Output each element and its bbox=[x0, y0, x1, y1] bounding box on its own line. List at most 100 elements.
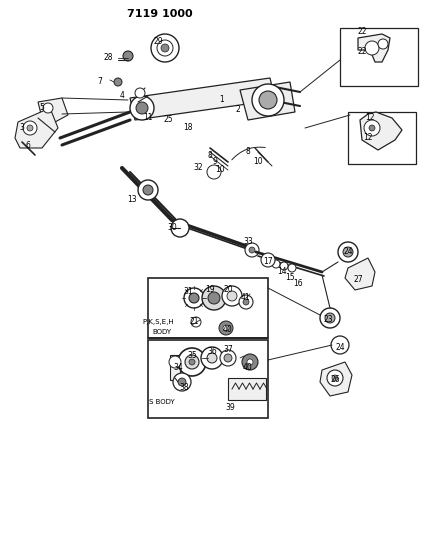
Circle shape bbox=[123, 51, 133, 61]
Circle shape bbox=[364, 120, 380, 136]
Circle shape bbox=[224, 354, 232, 362]
Circle shape bbox=[178, 348, 206, 376]
Circle shape bbox=[135, 88, 145, 98]
Circle shape bbox=[343, 247, 353, 257]
Text: 19: 19 bbox=[205, 286, 215, 295]
Circle shape bbox=[207, 165, 221, 179]
Text: 2: 2 bbox=[236, 106, 241, 115]
Bar bbox=[348, 112, 416, 164]
Text: 14: 14 bbox=[277, 268, 287, 277]
Polygon shape bbox=[345, 258, 375, 290]
Circle shape bbox=[245, 243, 259, 257]
Text: 7119 1000: 7119 1000 bbox=[127, 9, 193, 19]
Text: 12: 12 bbox=[363, 133, 373, 142]
Text: 20: 20 bbox=[223, 286, 233, 295]
Circle shape bbox=[130, 96, 154, 120]
Polygon shape bbox=[15, 108, 58, 148]
Circle shape bbox=[252, 84, 284, 116]
Circle shape bbox=[191, 317, 201, 327]
Polygon shape bbox=[360, 112, 402, 150]
Text: 40: 40 bbox=[243, 364, 253, 373]
Text: P,K,S,E,H: P,K,S,E,H bbox=[142, 319, 174, 325]
Text: 4: 4 bbox=[119, 91, 125, 100]
Polygon shape bbox=[320, 362, 352, 396]
Text: 22: 22 bbox=[357, 47, 367, 56]
Text: 35: 35 bbox=[187, 351, 197, 359]
Text: 15: 15 bbox=[285, 273, 295, 282]
Text: 38: 38 bbox=[179, 384, 189, 392]
Circle shape bbox=[220, 350, 236, 366]
Text: 7: 7 bbox=[98, 77, 102, 86]
Text: 28: 28 bbox=[103, 53, 113, 62]
Circle shape bbox=[151, 34, 179, 62]
Circle shape bbox=[288, 264, 296, 272]
Text: 10: 10 bbox=[253, 157, 263, 166]
Text: 3: 3 bbox=[20, 124, 24, 133]
Text: 25: 25 bbox=[163, 116, 173, 125]
Text: 8: 8 bbox=[208, 150, 212, 159]
Circle shape bbox=[261, 253, 275, 267]
Text: 17: 17 bbox=[263, 257, 273, 266]
Text: BODY: BODY bbox=[152, 329, 172, 335]
Circle shape bbox=[239, 295, 253, 309]
Circle shape bbox=[369, 125, 375, 131]
Circle shape bbox=[43, 103, 53, 113]
Text: 1: 1 bbox=[220, 95, 224, 104]
Text: 5: 5 bbox=[39, 103, 45, 112]
Polygon shape bbox=[38, 98, 68, 122]
Text: 16: 16 bbox=[293, 279, 303, 288]
Circle shape bbox=[227, 291, 237, 301]
Circle shape bbox=[320, 308, 340, 328]
Circle shape bbox=[247, 359, 253, 365]
Text: 39: 39 bbox=[225, 403, 235, 413]
Text: 18: 18 bbox=[183, 124, 193, 133]
Polygon shape bbox=[240, 82, 295, 120]
Polygon shape bbox=[170, 355, 180, 380]
Circle shape bbox=[173, 373, 191, 391]
Text: 40: 40 bbox=[223, 326, 233, 335]
Circle shape bbox=[249, 247, 255, 253]
Text: 23: 23 bbox=[323, 316, 333, 325]
Circle shape bbox=[136, 102, 148, 114]
Text: 6: 6 bbox=[26, 141, 30, 149]
Text: 30: 30 bbox=[167, 223, 177, 232]
Circle shape bbox=[219, 321, 233, 335]
Text: 32: 32 bbox=[193, 164, 203, 173]
Circle shape bbox=[378, 39, 388, 49]
Polygon shape bbox=[358, 34, 390, 62]
Text: 29: 29 bbox=[153, 37, 163, 46]
Text: 24: 24 bbox=[335, 343, 345, 352]
Circle shape bbox=[208, 292, 220, 304]
Text: 21: 21 bbox=[189, 318, 199, 327]
Circle shape bbox=[259, 91, 277, 109]
Circle shape bbox=[23, 121, 37, 135]
Circle shape bbox=[143, 185, 153, 195]
Circle shape bbox=[365, 41, 379, 55]
Circle shape bbox=[222, 286, 242, 306]
Circle shape bbox=[157, 40, 173, 56]
Bar bbox=[228, 378, 266, 400]
Circle shape bbox=[171, 219, 189, 237]
Circle shape bbox=[161, 44, 169, 52]
Circle shape bbox=[184, 288, 204, 308]
Bar bbox=[148, 278, 268, 338]
Circle shape bbox=[169, 356, 181, 368]
Circle shape bbox=[243, 299, 249, 305]
Circle shape bbox=[272, 260, 280, 268]
Text: 11: 11 bbox=[143, 114, 153, 123]
Circle shape bbox=[325, 313, 335, 323]
Text: 37: 37 bbox=[223, 345, 233, 354]
Text: 36: 36 bbox=[207, 348, 217, 357]
Bar bbox=[148, 340, 268, 418]
Circle shape bbox=[189, 293, 199, 303]
Text: 10: 10 bbox=[215, 165, 225, 174]
Text: 22: 22 bbox=[357, 28, 367, 36]
Text: S BODY: S BODY bbox=[149, 399, 175, 405]
Circle shape bbox=[223, 325, 229, 331]
Circle shape bbox=[189, 359, 195, 365]
Text: 33: 33 bbox=[243, 238, 253, 246]
Text: 41: 41 bbox=[240, 294, 250, 303]
Text: 24: 24 bbox=[343, 247, 353, 256]
Circle shape bbox=[27, 125, 33, 131]
Circle shape bbox=[178, 378, 186, 386]
